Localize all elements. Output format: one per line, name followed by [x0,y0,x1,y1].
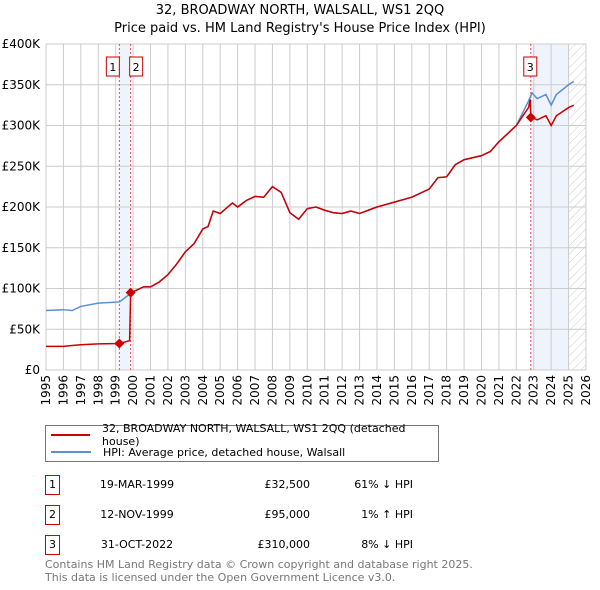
transaction-number: 2 [45,505,60,525]
x-tick-label: 2008 [265,375,279,406]
chart-subtitle: Price paid vs. HM Land Registry's House … [114,21,486,36]
y-tick-label: £250K [2,159,42,173]
footer-line: Contains HM Land Registry data © Crown c… [45,558,473,571]
sale-label: 3 [527,61,534,74]
x-tick-label: 2014 [370,375,384,406]
x-tick-label: 2001 [144,375,158,406]
transaction-price: £95,000 [264,508,311,521]
sale-point [114,338,125,349]
y-tick-label: £0 [25,363,40,377]
x-tick-label: 1995 [39,375,53,406]
legend-item-property: 32, BROADWAY NORTH, WALSALL, WS1 2QQ (de… [46,422,438,448]
x-tick-label: 2022 [509,375,523,406]
x-tick-label: 1997 [74,375,88,406]
y-tick-label: £400K [2,37,42,51]
x-tick-label: 2007 [248,375,262,406]
transaction-price: £32,500 [264,478,311,491]
legend-label: 32, BROADWAY NORTH, WALSALL, WS1 2QQ (de… [102,422,406,448]
footer: Contains HM Land Registry data © Crown c… [45,558,473,584]
x-tick-label: 2019 [457,375,471,406]
transaction-date: 19-MAR-1999 [99,478,175,491]
x-tick-label: 2017 [422,375,436,406]
x-tick-label: 2006 [231,375,245,406]
transaction-hpi: 61% ↓ HPI [354,478,413,491]
x-tick-label: 2015 [387,375,401,406]
x-tick-label: 2013 [353,375,367,406]
legend: 32, BROADWAY NORTH, WALSALL, WS1 2QQ (de… [45,422,439,462]
transaction-price: £310,000 [257,538,311,551]
x-tick-label: 2002 [161,375,175,406]
y-tick-label: £100K [2,282,42,296]
x-tick-label: 2012 [335,375,349,406]
transaction-hpi: 8% ↓ HPI [361,538,413,551]
sale-point [525,112,536,123]
x-tick-label: 1996 [56,375,70,406]
transaction-date: 31-OCT-2022 [100,538,174,551]
transaction-date: 12-NOV-1999 [100,508,174,521]
y-tick-label: £150K [2,241,42,255]
y-tick-label: £200K [2,200,42,214]
x-tick-label: 2023 [527,375,541,406]
x-tick-label: 1999 [109,375,123,406]
plot-frame [45,43,587,371]
transaction-row: 1 19-MAR-1999 £32,500 61% ↓ HPI [45,475,465,495]
y-tick-label: £300K [2,119,42,133]
y-tick-label: £50K [9,322,41,336]
sale-label-box [105,56,120,77]
x-tick-label: 2021 [492,375,506,406]
chart-title: 32, BROADWAY NORTH, WALSALL, WS1 2QQ [155,3,445,18]
transaction-row: 3 31-OCT-2022 £310,000 8% ↓ HPI [45,535,465,555]
x-tick-label: 2005 [213,375,227,406]
sale-label: 1 [109,61,116,74]
sale-point [125,287,136,298]
x-tick-label: 2004 [196,375,210,406]
transaction-number: 1 [45,475,60,495]
transaction-row: 2 12-NOV-1999 £95,000 1% ↑ HPI [45,505,465,525]
y-tick-label: £350K [2,78,42,92]
x-tick-label: 2009 [283,375,297,406]
x-tick-label: 2024 [544,375,558,406]
legend-item-hpi: HPI: Average price, detached house, Wals… [46,444,345,460]
sale-label-box [523,56,538,77]
price-chart: 1995 1996 1997 1998 1999 2000 2001 2002 2003 2004… [2,37,593,406]
x-tick-label: 2018 [440,375,454,406]
x-tick-label: 2026 [579,375,593,406]
footer-line: This data is licensed under the Open Gov… [45,571,396,584]
x-tick-label: 2003 [178,375,192,406]
x-tick-label: 1998 [91,375,105,406]
x-tick-label: 2020 [474,375,488,406]
legend-label: HPI: Average price, detached house, Wals… [103,445,346,459]
x-tick-label: 2016 [405,375,419,406]
transaction-number: 3 [45,535,60,555]
transaction-hpi: 1% ↑ HPI [361,508,413,521]
sale-label: 2 [133,61,140,74]
property-price-line [46,99,575,348]
sale-label-box [129,56,144,77]
x-tick-label: 2025 [562,375,576,406]
x-tick-label: 2011 [318,375,332,406]
x-tick-label: 2010 [300,375,314,406]
x-tick-label: 2000 [126,375,140,406]
